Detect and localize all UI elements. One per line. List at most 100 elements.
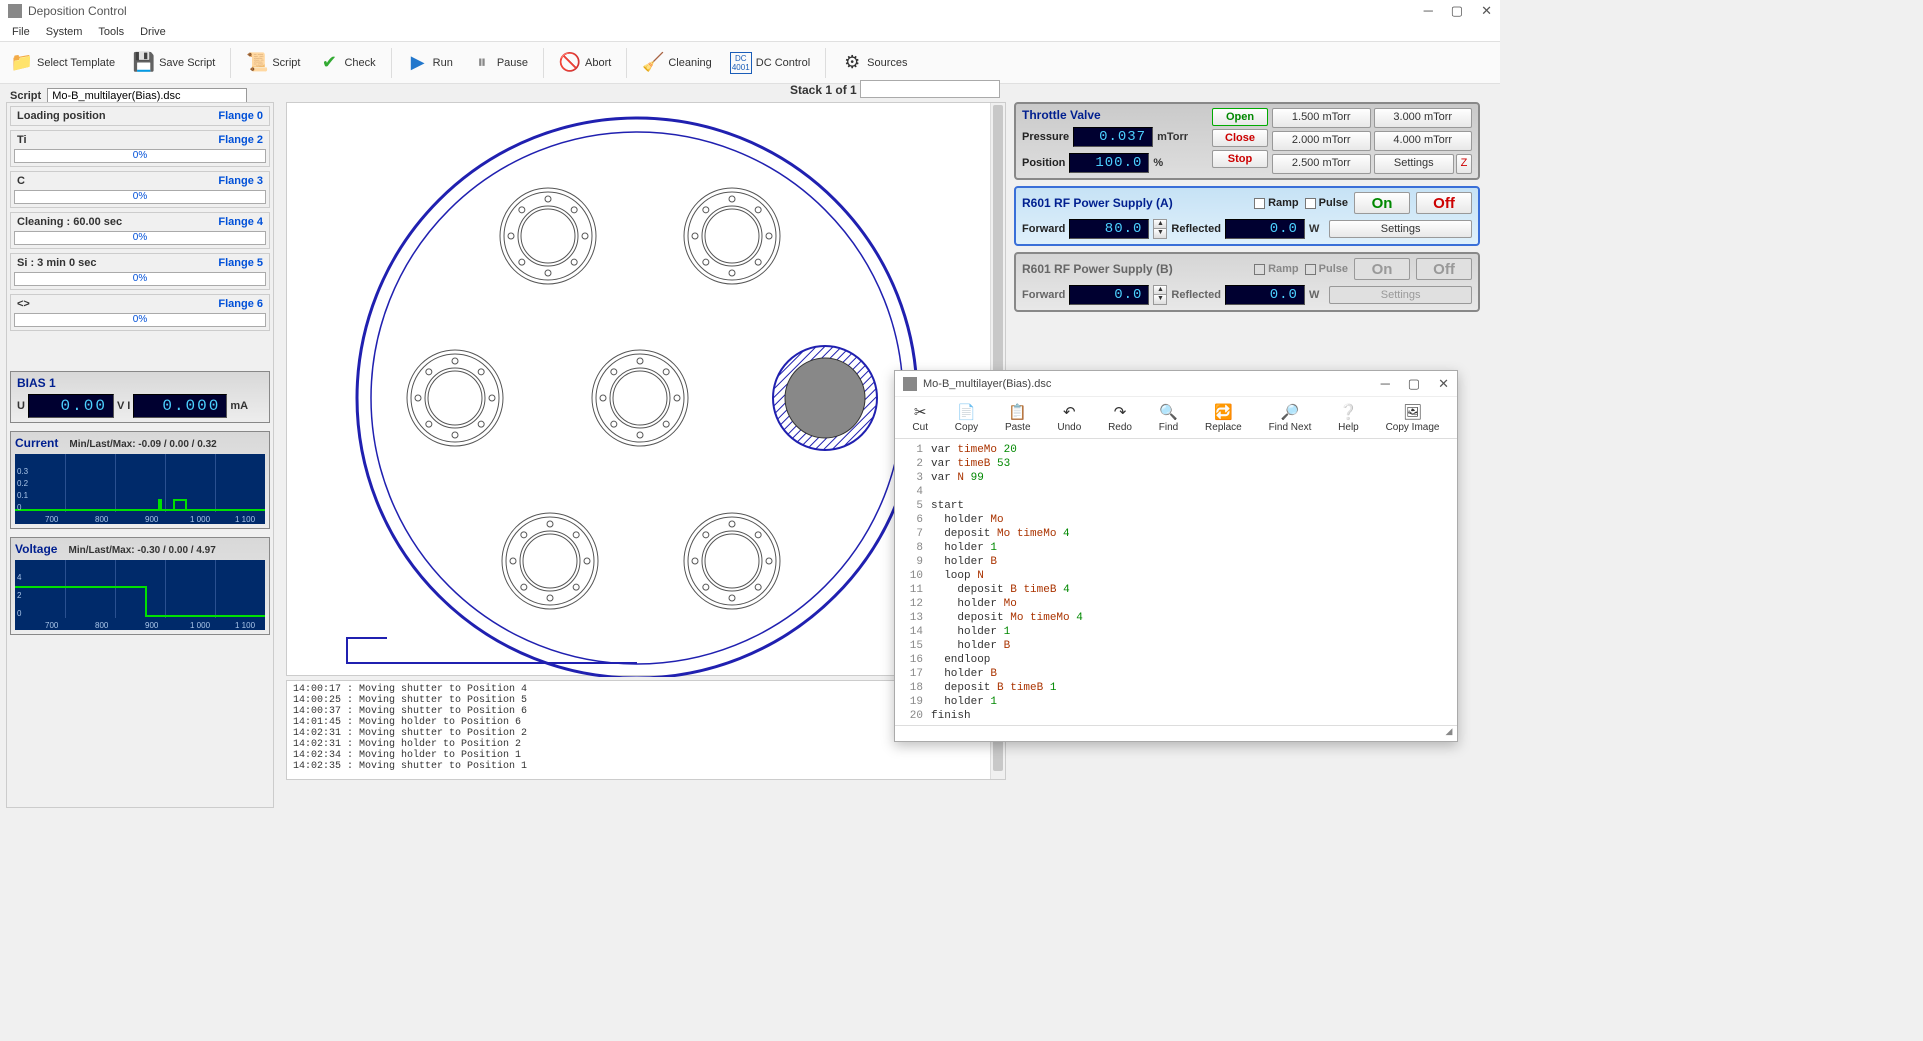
minimize-icon[interactable]: ─ (1424, 3, 1433, 19)
code-line: 8 holder 1 (901, 541, 1457, 555)
preset-2500[interactable]: 2.500 mTorr (1272, 154, 1371, 174)
rf-b-off-button[interactable]: Off (1416, 258, 1472, 280)
editor-title: Mo-B_multilayer(Bias).dsc (923, 378, 1051, 390)
code-line: 3var N 99 (901, 471, 1457, 485)
log-line: 14:02:35 : Moving shutter to Position 1 (293, 761, 999, 772)
position-unit: % (1153, 157, 1163, 169)
rf-b-unit: W (1309, 289, 1319, 301)
rf-b-forward-spinner[interactable]: ▲▼ (1153, 285, 1167, 305)
run-button[interactable]: ▶Run (400, 47, 460, 79)
preset-4000[interactable]: 4.000 mTorr (1374, 131, 1473, 151)
redo-icon: ↷ (1114, 403, 1127, 421)
preset-1500[interactable]: 1.500 mTorr (1272, 108, 1371, 128)
flange-panel-4: Si : 3 min 0 secFlange 50% (10, 253, 270, 290)
code-line: 9 holder B (901, 555, 1457, 569)
editor-undo-button[interactable]: ↶Undo (1057, 403, 1081, 433)
code-line: 18 deposit B timeB 1 (901, 681, 1457, 695)
cut-icon: ✂ (914, 403, 927, 421)
throttle-stop-button[interactable]: Stop (1212, 150, 1268, 168)
flange-link[interactable]: Flange 5 (218, 257, 263, 269)
editor-cut-button[interactable]: ✂Cut (912, 403, 928, 433)
rf-a-off-button[interactable]: Off (1416, 192, 1472, 214)
abort-button[interactable]: 🚫Abort (552, 47, 618, 79)
separator (626, 48, 627, 78)
play-icon: ▶ (407, 52, 429, 74)
dc-icon: DC4001 (730, 52, 752, 74)
flange-link[interactable]: Flange 0 (218, 110, 263, 122)
current-stats: Min/Last/Max: -0.09 / 0.00 / 0.32 (69, 439, 216, 450)
cleaning-button[interactable]: 🧹Cleaning (635, 47, 718, 79)
flange-title: <> (17, 298, 30, 310)
code-line: 17 holder B (901, 667, 1457, 681)
flange-panel-2: CFlange 30% (10, 171, 270, 208)
preset-2000[interactable]: 2.000 mTorr (1272, 131, 1371, 151)
rf-b-settings-button[interactable]: Settings (1329, 286, 1472, 304)
editor-find-button[interactable]: 🔍Find (1159, 403, 1178, 433)
flange-title: Cleaning : 60.00 sec (17, 216, 122, 228)
editor-minimize-icon[interactable]: ─ (1381, 376, 1390, 392)
rf-b-on-button[interactable]: On (1354, 258, 1410, 280)
preset-3000[interactable]: 3.000 mTorr (1374, 108, 1473, 128)
rf-b-pulse-checkbox[interactable]: Pulse (1305, 263, 1348, 275)
code-line: 15 holder B (901, 639, 1457, 653)
menu-system[interactable]: System (38, 24, 91, 40)
check-icon: ✔ (318, 52, 340, 74)
dc-control-button[interactable]: DC4001 DC Control (723, 47, 817, 79)
rf-b-forward-label: Forward (1022, 289, 1065, 301)
editor-redo-button[interactable]: ↷Redo (1108, 403, 1132, 433)
flange-link[interactable]: Flange 3 (218, 175, 263, 187)
rf-a-pulse-checkbox[interactable]: Pulse (1305, 197, 1348, 209)
rf-a-reflected-label: Reflected (1171, 223, 1221, 235)
rf-a-ramp-checkbox[interactable]: Ramp (1254, 197, 1299, 209)
voltage-chart-panel: Voltage Min/Last/Max: -0.30 / 0.00 / 4.9… (10, 537, 270, 635)
current-title: Current (15, 436, 58, 450)
editor-copy-image-button[interactable]: 🖼Copy Image (1386, 403, 1440, 433)
menu-file[interactable]: File (4, 24, 38, 40)
throttle-z-button[interactable]: Z (1456, 154, 1472, 174)
throttle-open-button[interactable]: Open (1212, 108, 1268, 126)
voltage-title: Voltage (15, 542, 57, 556)
select-template-button[interactable]: 📁Select Template (4, 47, 122, 79)
script-button[interactable]: 📜Script (239, 47, 307, 79)
pressure-label: Pressure (1022, 131, 1069, 143)
throttle-close-button[interactable]: Close (1212, 129, 1268, 147)
rf-a-unit: W (1309, 223, 1319, 235)
editor-copy-button[interactable]: 📄Copy (955, 403, 978, 433)
throttle-settings-button[interactable]: Settings (1374, 154, 1455, 174)
paste-icon: 📋 (1008, 403, 1027, 421)
save-script-button[interactable]: 💾Save Script (126, 47, 222, 79)
rf-a-title: R601 RF Power Supply (A) (1022, 196, 1248, 210)
pressure-value: 0.037 (1073, 127, 1153, 147)
editor-replace-button[interactable]: 🔁Replace (1205, 403, 1242, 433)
check-button[interactable]: ✔Check (311, 47, 382, 79)
editor-maximize-icon[interactable]: ▢ (1408, 376, 1420, 392)
pause-button[interactable]: ⏸Pause (464, 47, 535, 79)
editor-close-icon[interactable]: ✕ (1438, 376, 1449, 392)
editor-help-button[interactable]: ❔Help (1338, 403, 1359, 433)
menu-tools[interactable]: Tools (90, 24, 132, 40)
resize-grip-icon[interactable]: ◢ (1441, 726, 1457, 741)
rf-b-forward-value: 0.0 (1069, 285, 1149, 305)
maximize-icon[interactable]: ▢ (1451, 3, 1463, 19)
flange-link[interactable]: Flange 2 (218, 134, 263, 146)
flange-progress: 0% (14, 149, 266, 163)
code-line: 14 holder 1 (901, 625, 1457, 639)
rf-b-ramp-checkbox[interactable]: Ramp (1254, 263, 1299, 275)
stack-input[interactable] (860, 80, 1000, 98)
rf-a-forward-spinner[interactable]: ▲▼ (1153, 219, 1167, 239)
menu-drive[interactable]: Drive (132, 24, 174, 40)
code-editor[interactable]: 1var timeMo 202var timeB 533var N 9945st… (895, 439, 1457, 725)
rf-b-reflected-value: 0.0 (1225, 285, 1305, 305)
flange-link[interactable]: Flange 4 (218, 216, 263, 228)
window-title: Deposition Control (28, 4, 127, 18)
rf-a-forward-value: 80.0 (1069, 219, 1149, 239)
close-icon[interactable]: ✕ (1481, 3, 1492, 19)
bias-u-unit: V (117, 400, 124, 412)
rf-supply-b-panel: R601 RF Power Supply (B) Ramp Pulse On O… (1014, 252, 1480, 312)
rf-a-on-button[interactable]: On (1354, 192, 1410, 214)
rf-a-settings-button[interactable]: Settings (1329, 220, 1472, 238)
editor-paste-button[interactable]: 📋Paste (1005, 403, 1031, 433)
flange-link[interactable]: Flange 6 (218, 298, 263, 310)
editor-find-next-button[interactable]: 🔎Find Next (1269, 403, 1312, 433)
sources-button[interactable]: ⚙Sources (834, 47, 914, 79)
